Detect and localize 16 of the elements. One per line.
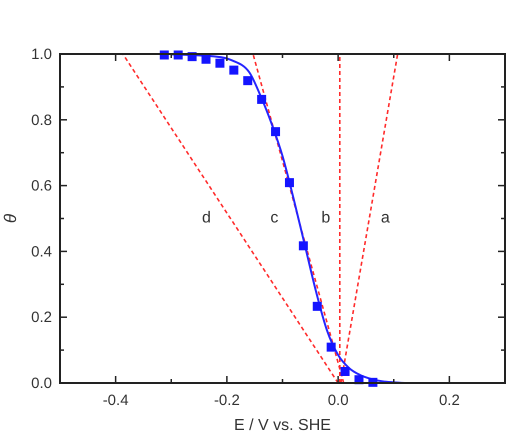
y-tick-label: 0.0 — [31, 375, 52, 392]
y-tick-label: 0.2 — [31, 309, 52, 326]
series-label: a — [380, 210, 390, 227]
y-tick-label: 0.8 — [31, 112, 52, 129]
x-tick-label: 0.2 — [438, 392, 460, 409]
y-tick-label: 0.6 — [31, 178, 52, 195]
y-tick-label: 0.4 — [31, 243, 52, 260]
y-axis-title: θ — [1, 213, 20, 224]
x-axis-title: E / V vs. SHE — [234, 417, 331, 434]
series-label: d — [202, 210, 211, 227]
series-label: c — [270, 210, 278, 227]
series-label: b — [321, 210, 330, 227]
x-tick-label: -0.2 — [214, 392, 240, 409]
x-tick-label: -0.4 — [102, 392, 129, 409]
y-tick-label: 1.0 — [31, 46, 52, 63]
x-tick-label: 0.0 — [328, 392, 349, 409]
